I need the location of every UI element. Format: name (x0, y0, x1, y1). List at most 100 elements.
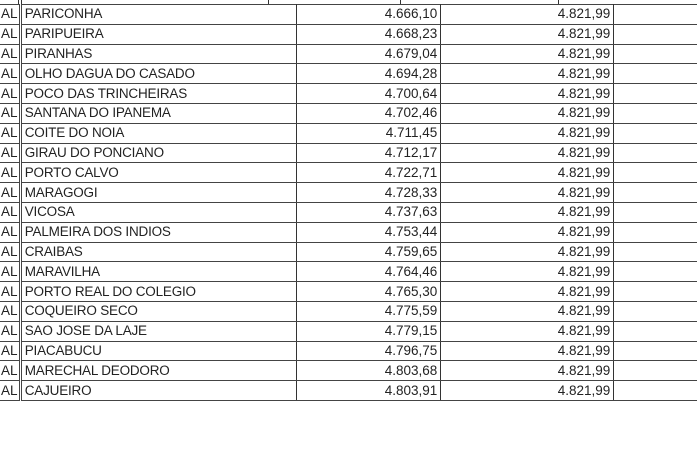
value-c-cell: 466.093 (613, 83, 697, 104)
value-b-cell: 4.821,99 (440, 43, 615, 65)
value-b-cell: 4.821,99 (440, 360, 615, 382)
state-cell: AL (0, 43, 22, 65)
state-cell: AL (0, 281, 22, 302)
value-c-cell: 730.270 (613, 182, 697, 203)
value-c-cell: 106.314 (613, 380, 697, 401)
state-cell: AL (0, 261, 22, 283)
municipality-cell: SAO JOSE DA LAJE (20, 320, 297, 342)
state-cell: AL (0, 162, 22, 184)
value-b-cell: 4.821,99 (440, 201, 615, 223)
value-c-cell: 233.830 (613, 360, 697, 382)
state-cell: AL (0, 300, 22, 322)
state-cell: AL (0, 380, 22, 401)
state-cell: AL (0, 122, 22, 144)
value-c-cell: 982.638 (613, 221, 697, 243)
value-b-cell: 4.821,99 (440, 221, 615, 243)
municipality-cell: OLHO DAGUA DO CASADO (20, 63, 297, 85)
municipality-cell: PIRANHAS (20, 43, 297, 65)
value-c-cell: 96.876 (613, 340, 697, 362)
value-a-cell: 4.712,17 (296, 142, 442, 164)
value-c-cell: 422.192 (613, 241, 697, 263)
municipality-cell: SANTANA DO IPANEMA (20, 102, 297, 124)
value-a-cell: 4.753,44 (296, 221, 442, 243)
municipality-cell: CRAIBAS (20, 241, 297, 263)
value-b-cell: 4.821,99 (440, 4, 615, 25)
municipality-cell: PORTO REAL DO COLEGIO (20, 281, 297, 302)
value-c-cell: 185.044 (613, 261, 697, 283)
municipality-cell: VICOSA (20, 201, 297, 223)
value-c-cell: 208.942 (613, 320, 697, 342)
value-b-cell: 4.821,99 (440, 102, 615, 124)
value-c-cell: 74.524 (613, 300, 697, 322)
value-a-cell: 4.737,63 (296, 201, 442, 223)
state-cell: AL (0, 182, 22, 203)
municipality-cell: COITE DO NOIA (20, 122, 297, 144)
municipality-cell: GIRAU DO PONCIANO (20, 142, 297, 164)
value-c-cell: 584.495 (613, 162, 697, 184)
value-a-cell: 4.764,46 (296, 261, 442, 283)
value-b-cell: 4.821,99 (440, 241, 615, 263)
value-a-cell: 4.722,71 (296, 162, 442, 184)
value-a-cell: 4.775,59 (296, 300, 442, 322)
state-cell: AL (0, 340, 22, 362)
value-a-cell: 4.803,91 (296, 380, 442, 401)
value-b-cell: 4.821,99 (440, 63, 615, 85)
municipality-cell: PORTO CALVO (20, 162, 297, 184)
value-c-cell: 502.073 (613, 201, 697, 223)
value-b-cell: 4.821,99 (440, 122, 615, 144)
value-a-cell: 4.765,30 (296, 281, 442, 302)
municipality-cell: PALMEIRA DOS INDIOS (20, 221, 297, 243)
value-b-cell: 4.821,99 (440, 261, 615, 283)
value-b-cell: 4.821,99 (440, 182, 615, 203)
value-c-cell: 275.158 (613, 63, 697, 85)
value-b-cell: 4.821,99 (440, 320, 615, 342)
value-b-cell: 4.821,99 (440, 380, 615, 401)
state-cell: AL (0, 201, 22, 223)
municipality-cell: POCO DAS TRINCHEIRAS (20, 83, 297, 104)
municipality-cell: MARECHAL DEODORO (20, 360, 297, 382)
state-cell: AL (0, 102, 22, 124)
value-c-cell: 299.551 (613, 122, 697, 144)
value-a-cell: 4.728,33 (296, 182, 442, 203)
state-cell: AL (0, 23, 22, 45)
value-b-cell: 4.821,99 (440, 300, 615, 322)
municipality-cell: PIACABUCU (20, 340, 297, 362)
value-a-cell: 4.759,65 (296, 241, 442, 263)
state-cell: AL (0, 360, 22, 382)
state-cell: AL (0, 63, 22, 85)
municipality-cell: MARAGOGI (20, 182, 297, 203)
municipality-cell: MARAVILHA (20, 261, 297, 283)
value-b-cell: 4.821,99 (440, 83, 615, 104)
value-c-cell: 960.714 (613, 102, 697, 124)
value-a-cell: 4.796,75 (296, 340, 442, 362)
value-a-cell: 4.679,04 (296, 43, 442, 65)
value-a-cell: 4.694,28 (296, 63, 442, 85)
value-a-cell: 4.700,64 (296, 83, 442, 104)
municipality-cell: CAJUEIRO (20, 380, 297, 401)
value-a-cell: 4.803,68 (296, 360, 442, 382)
municipality-table: ALPARICONHA4.666,104.821,99386.764ALPARI… (0, 4, 697, 401)
state-cell: AL (0, 241, 22, 263)
state-cell: AL (0, 320, 22, 342)
value-a-cell: 4.702,46 (296, 102, 442, 124)
value-a-cell: 4.711,45 (296, 122, 442, 144)
value-b-cell: 4.821,99 (440, 162, 615, 184)
